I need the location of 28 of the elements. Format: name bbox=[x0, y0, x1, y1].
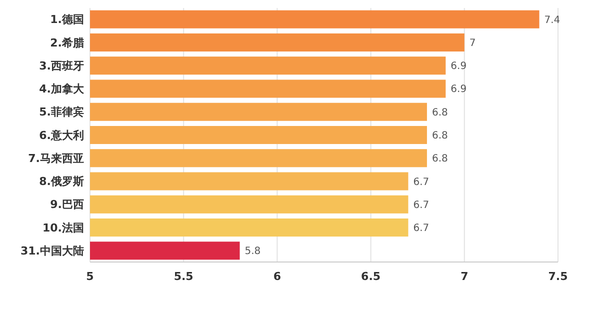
data-label: 6.7 bbox=[413, 200, 430, 211]
y-tick-label: 31.中国大陆 bbox=[20, 244, 84, 258]
y-tick-label: 9.巴西 bbox=[50, 198, 84, 212]
y-tick-label: 4.加拿大 bbox=[39, 82, 85, 96]
y-tick-label: 3.西班牙 bbox=[39, 59, 84, 72]
data-label: 6.8 bbox=[432, 154, 448, 165]
data-label: 6.7 bbox=[413, 176, 430, 188]
data-label: 6.8 bbox=[432, 130, 448, 142]
y-tick-label: 2.希腊 bbox=[50, 36, 84, 50]
y-tick-label: 10.法国 bbox=[42, 221, 84, 234]
y-tick-label: 1.德国 bbox=[50, 13, 84, 26]
data-label: 6.8 bbox=[432, 107, 448, 118]
x-tick-label: 5.5 bbox=[174, 270, 194, 283]
x-tick-label: 6.5 bbox=[361, 270, 381, 283]
data-label: 6.9 bbox=[450, 84, 467, 96]
data-label: 7 bbox=[469, 38, 476, 49]
data-label: 6.7 bbox=[413, 223, 430, 234]
data-label: 6.9 bbox=[450, 61, 467, 72]
data-label: 7.4 bbox=[544, 14, 560, 26]
x-tick-label: 5 bbox=[86, 270, 94, 283]
y-tick-label: 7.马来西亚 bbox=[28, 152, 84, 165]
x-tick-label: 7 bbox=[460, 270, 468, 283]
y-tick-label: 8.俄罗斯 bbox=[39, 175, 84, 188]
y-tick-label: 6.意大利 bbox=[39, 128, 84, 142]
y-tick-label: 5.菲律宾 bbox=[39, 106, 84, 119]
data-label: 5.8 bbox=[244, 246, 261, 258]
x-tick-label: 7.5 bbox=[548, 270, 568, 283]
x-tick-label: 6 bbox=[273, 270, 282, 283]
